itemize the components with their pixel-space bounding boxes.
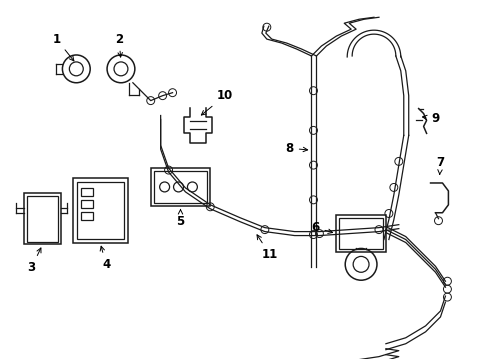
Bar: [24, 193, 61, 244]
Text: 11: 11: [257, 235, 277, 261]
Bar: [339, 218, 382, 249]
Text: 6: 6: [311, 221, 332, 234]
Text: 7: 7: [435, 156, 444, 175]
Text: 3: 3: [27, 248, 41, 274]
Bar: [27, 196, 59, 242]
Bar: [81, 188, 93, 196]
Text: 10: 10: [201, 89, 233, 115]
Text: 2: 2: [115, 33, 123, 57]
Bar: [150, 168, 210, 206]
Bar: [336, 215, 385, 252]
Text: 8: 8: [285, 142, 307, 155]
Bar: [77, 182, 123, 239]
Bar: [81, 200, 93, 208]
Text: 5: 5: [176, 210, 184, 228]
Bar: [153, 171, 207, 203]
Bar: [81, 212, 93, 220]
Text: 4: 4: [100, 246, 110, 271]
Text: 9: 9: [422, 112, 439, 125]
Text: 1: 1: [52, 33, 74, 61]
Bar: [73, 178, 128, 243]
